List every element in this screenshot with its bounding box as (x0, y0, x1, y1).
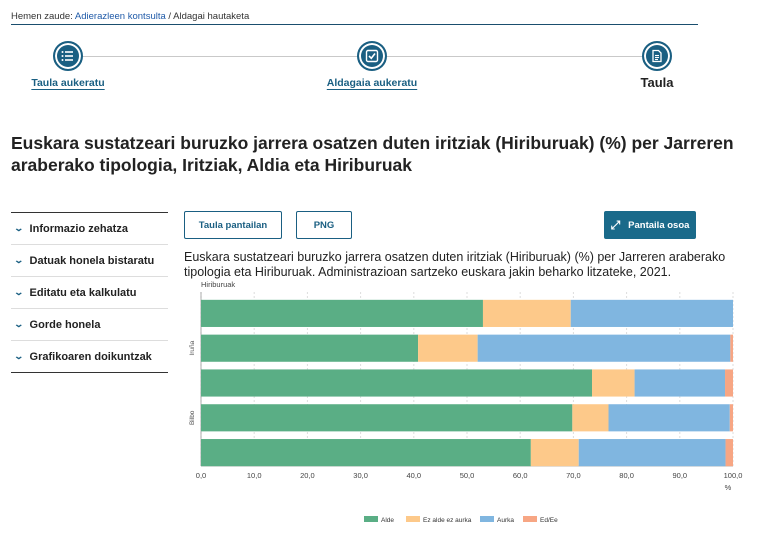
chevron-down-icon: ⌄ (13, 255, 25, 265)
chevron-down-icon: ⌄ (13, 287, 25, 297)
png-button[interactable]: PNG (296, 211, 352, 239)
chevron-down-icon: ⌄ (13, 319, 25, 329)
bar-segment (730, 334, 733, 362)
x-axis-label: % (725, 483, 732, 492)
legend-swatch (364, 516, 378, 522)
breadcrumb-separator: / (168, 11, 172, 22)
bar-segment (725, 369, 733, 397)
bar-segment (201, 299, 483, 327)
x-tick-label: 30,0 (353, 471, 368, 480)
bar-segment (482, 299, 571, 327)
side-menu: ⌄ Informazio zehatza ⌄ Datuak honela bista… (11, 212, 168, 373)
legend-swatch (523, 516, 537, 522)
step-table-select[interactable]: Taula aukeratu (28, 41, 108, 89)
menu-item-save[interactable]: ⌄ Gorde honela (11, 309, 168, 341)
bar-segment (418, 334, 478, 362)
group-label: Bilbo (189, 410, 196, 425)
page-title: Euskara sustatzeari buruzko jarrera osat… (11, 133, 734, 175)
breadcrumb-link[interactable]: Adierazleen kontsulta (74, 11, 166, 22)
menu-item-label: Gorde honela (29, 318, 101, 331)
x-tick-label: 50,0 (460, 471, 475, 480)
chart: 0,0 10,0 20,0 30,0 40,0 50,0 60,0 70,0 80,0 90,0 1… (184, 280, 754, 542)
bar-segment (201, 369, 593, 397)
menu-item-edit[interactable]: ⌄ Editatu eta kalkulatu (11, 277, 168, 309)
step-label[interactable]: Taula aukeratu (31, 77, 105, 89)
bar-segment (729, 404, 733, 432)
bar-segment (608, 404, 730, 432)
x-tick-label: 20,0 (300, 471, 315, 480)
breadcrumb: Hemen zaude: Adierazleen kontsulta / Ald… (11, 11, 698, 25)
fullscreen-button[interactable]: ⤢ Pantaila osoa (604, 211, 696, 239)
bar-segment (592, 369, 635, 397)
chevron-down-icon: ⌄ (13, 223, 25, 233)
breadcrumb-current: Aldagai hautaketa (173, 11, 250, 22)
chevron-down-icon: ⌄ (13, 351, 25, 361)
legend-label: Alde (381, 517, 394, 524)
legend-label: Aurka (497, 517, 514, 524)
step-variable-select[interactable]: Aldagaia aukeratu (322, 41, 422, 89)
step-label[interactable]: Aldagaia aukeratu (326, 77, 418, 89)
list-icon (53, 41, 83, 71)
legend-swatch (480, 516, 494, 522)
bar-segment (201, 404, 573, 432)
menu-item-label: Grafikoaren doikuntzak (29, 350, 152, 363)
fullscreen-label: Pantaila osoa (628, 219, 690, 231)
menu-item-info[interactable]: ⌄ Informazio zehatza (11, 213, 168, 245)
bar-segment (477, 334, 731, 362)
legend-label: Ez alde ez aurka (423, 517, 472, 524)
bar-segment (572, 404, 609, 432)
menu-item-label: Editatu eta kalkulatu (29, 286, 137, 299)
bar-segment (570, 299, 733, 327)
table-screen-button[interactable]: Taula pantailan (184, 211, 282, 239)
group-label: Iruña (189, 340, 196, 355)
x-tick-label: 80,0 (619, 471, 634, 480)
menu-item-chart-settings[interactable]: ⌄ Grafikoaren doikuntzak (11, 341, 168, 373)
bar-segment (634, 369, 726, 397)
chart-title: Euskara sustatzeari buruzko jarrera osat… (184, 250, 726, 279)
x-tick-label: 40,0 (406, 471, 421, 480)
menu-item-label: Informazio zehatza (29, 222, 128, 235)
x-tick-label: 60,0 (513, 471, 528, 480)
bar-segment (530, 439, 579, 467)
step-label: Taula (640, 75, 674, 90)
bar-chart-svg: 0,0 10,0 20,0 30,0 40,0 50,0 60,0 70,0 80,0 90,0 1… (189, 280, 743, 524)
legend-label: Ed/Ee (540, 517, 558, 524)
step-table: Taula (627, 41, 687, 90)
bar-segment (201, 334, 419, 362)
menu-item-label: Datuak honela bistaratu (29, 254, 155, 267)
bar-segment (578, 439, 726, 467)
menu-item-display[interactable]: ⌄ Datuak honela bistaratu (11, 245, 168, 277)
breadcrumb-prefix: Hemen zaude: (11, 11, 73, 22)
x-tick-label: 70,0 (566, 471, 581, 480)
bar-segment (725, 439, 733, 467)
legend-swatch (406, 516, 420, 522)
x-tick-label: 10,0 (247, 471, 262, 480)
x-tick-label: 100,0 (724, 471, 743, 480)
y-axis-title: Hiriburuak (201, 280, 235, 289)
check-icon (357, 41, 387, 71)
document-icon (642, 41, 672, 71)
bar-segment (201, 439, 531, 467)
x-tick-label: 90,0 (672, 471, 687, 480)
expand-icon: ⤢ (610, 217, 621, 232)
x-tick-label: 0,0 (196, 471, 206, 480)
